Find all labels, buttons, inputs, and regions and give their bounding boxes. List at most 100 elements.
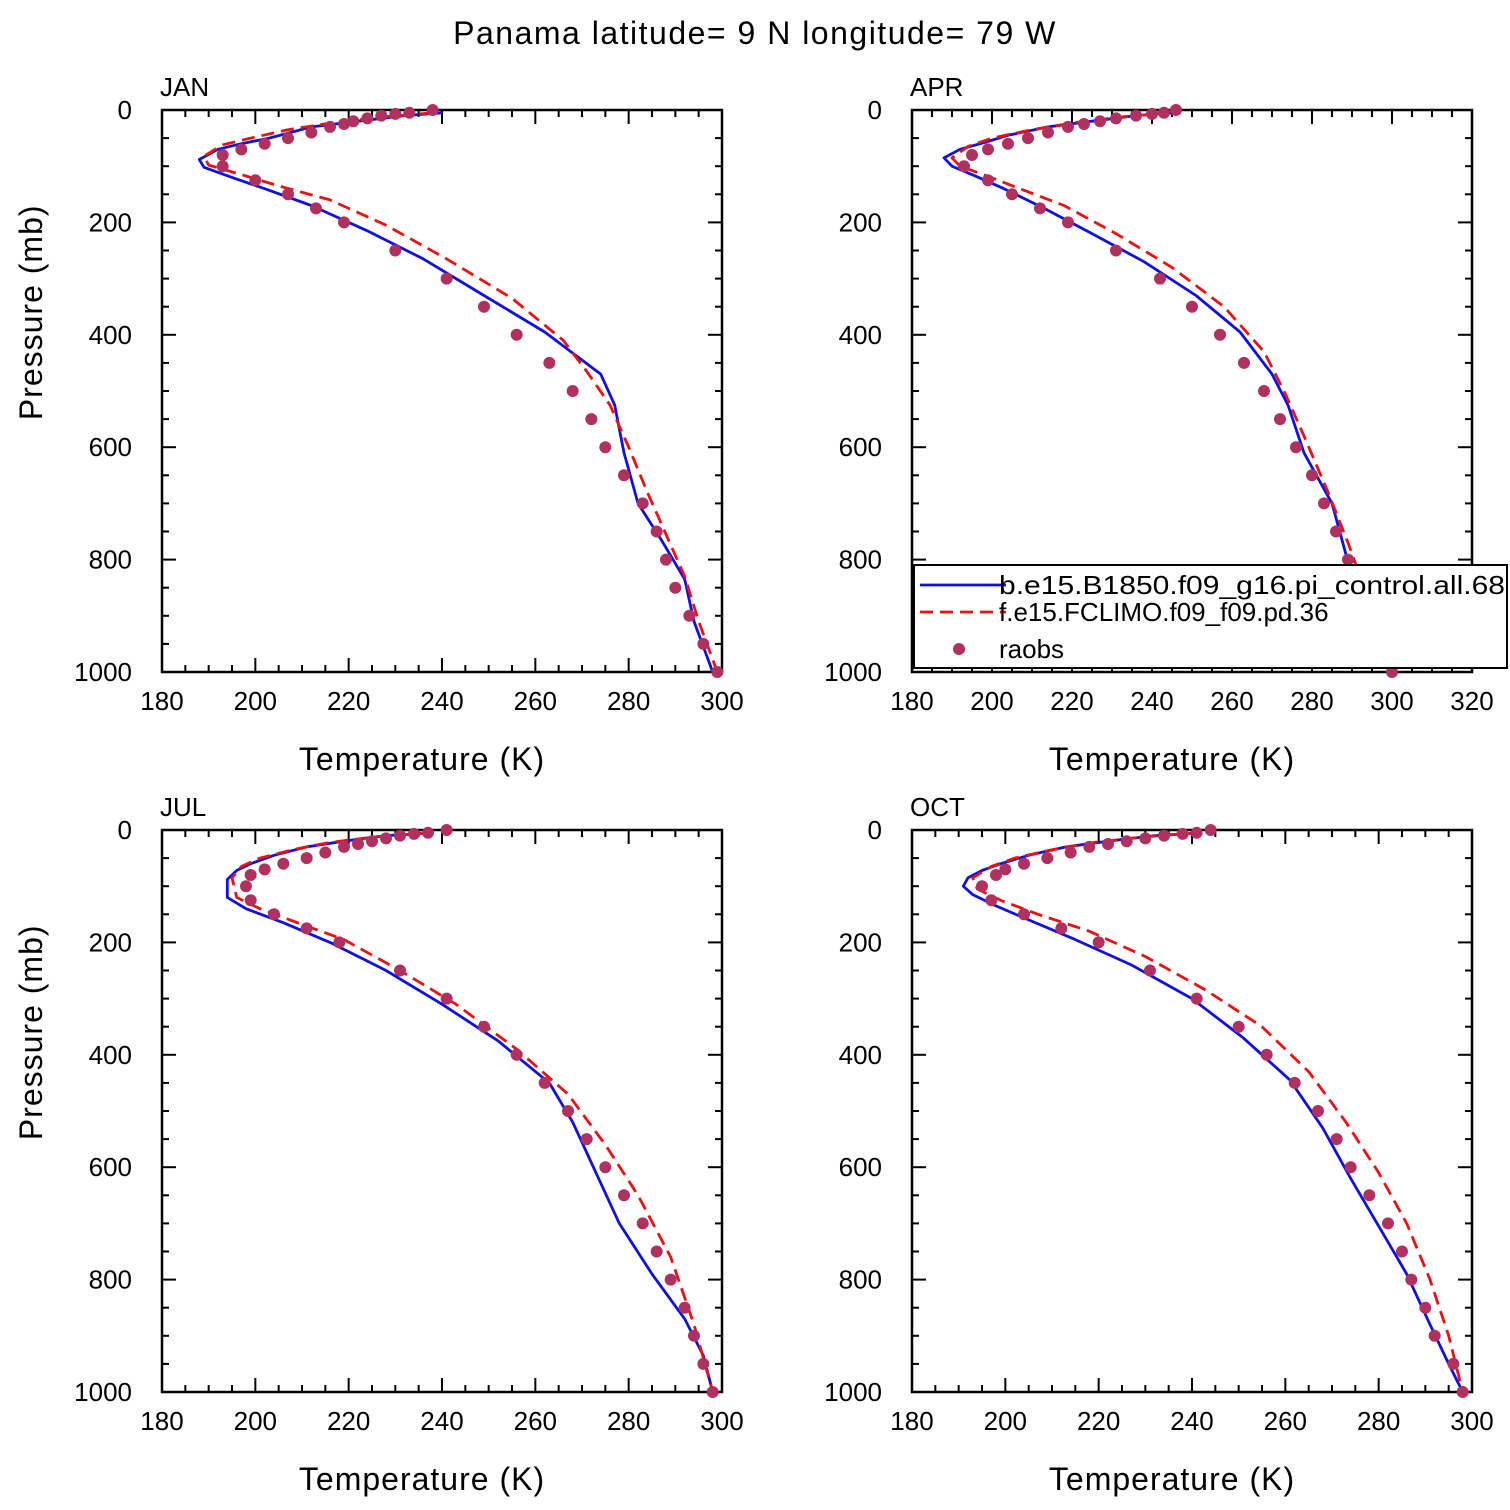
raobs-points — [240, 824, 719, 1398]
raobs-point — [1330, 1133, 1343, 1146]
raobs-point — [1083, 840, 1096, 853]
raobs-point — [958, 160, 970, 173]
x-tick-label: 220 — [1077, 1406, 1120, 1436]
raobs-point — [618, 469, 630, 482]
y-tick-label: 600 — [89, 432, 132, 462]
raobs-point — [1214, 328, 1226, 341]
raobs-point — [650, 1245, 663, 1258]
raobs-point — [510, 328, 523, 341]
x-axis-label: Temperature (K) — [1049, 1461, 1295, 1497]
raobs-point — [688, 1329, 700, 1342]
panel-month-label: JUL — [160, 792, 206, 822]
raobs-point — [1042, 126, 1054, 139]
raobs-point — [1238, 356, 1250, 369]
raobs-point — [249, 174, 262, 187]
x-tick-label: 300 — [1450, 1406, 1493, 1436]
raobs-point — [543, 356, 556, 369]
x-tick-label: 180 — [890, 686, 933, 716]
raobs-point — [300, 922, 313, 935]
raobs-point — [408, 827, 420, 840]
y-tick-label: 1000 — [824, 657, 882, 687]
y-tick-label: 800 — [839, 1265, 882, 1295]
raobs-point — [1146, 107, 1158, 120]
raobs-point — [1204, 824, 1217, 836]
y-tick-label: 0 — [868, 95, 882, 125]
x-tick-label: 300 — [1370, 686, 1413, 716]
plot-frame — [910, 828, 1474, 1394]
x-axis-label: Temperature (K) — [1049, 741, 1295, 777]
raobs-point — [562, 1105, 574, 1117]
raobs-point — [599, 1161, 612, 1174]
raobs-point — [982, 174, 994, 187]
raobs-point — [394, 829, 406, 842]
raobs-point — [235, 143, 248, 156]
raobs-point — [1318, 497, 1330, 510]
y-tick-label: 200 — [89, 927, 132, 957]
y-tick-label: 600 — [839, 1152, 882, 1182]
raobs-point — [333, 936, 346, 949]
y-tick-label: 0 — [118, 815, 132, 845]
x-tick-label: 220 — [327, 1406, 370, 1436]
panel-oct: OCT 180 200 220 240 260 280 300 0 200 400 600 800 100… — [824, 792, 1494, 1497]
raobs-point — [440, 824, 453, 836]
raobs-point — [580, 1133, 593, 1146]
raobs-point — [440, 992, 453, 1005]
raobs-point — [706, 1386, 719, 1398]
raobs-point — [650, 525, 663, 538]
x-tick-label: 280 — [607, 686, 650, 716]
raobs-point — [1102, 838, 1114, 851]
raobs-point — [366, 835, 378, 848]
y-tick-label: 400 — [839, 1040, 882, 1070]
raobs-point — [636, 497, 649, 510]
raobs-point — [1176, 827, 1189, 840]
y-tick-label: 400 — [839, 320, 882, 350]
x-tick-label: 260 — [514, 686, 557, 716]
raobs-point — [1258, 385, 1270, 397]
x-tick-label: 240 — [1170, 1406, 1213, 1436]
raobs-point — [1290, 441, 1302, 454]
panel-month-label: OCT — [910, 792, 965, 822]
y-tick-label: 800 — [839, 545, 882, 575]
raobs-point — [1428, 1329, 1441, 1342]
model-f-line — [230, 831, 715, 1393]
raobs-point — [1110, 112, 1122, 125]
raobs-point — [1396, 1245, 1408, 1258]
panel-jul: JUL 180 200 220 240 260 280 300 0 200 400 600 800 100… — [13, 792, 744, 1497]
legend-box — [913, 564, 1508, 669]
raobs-point — [697, 637, 710, 650]
x-tick-label: 200 — [984, 1406, 1027, 1436]
y-tick-label: 200 — [89, 207, 132, 237]
raobs-point — [244, 894, 257, 907]
y-tick-label: 200 — [839, 927, 882, 957]
raobs-point — [268, 908, 280, 921]
raobs-point — [1306, 469, 1318, 482]
raobs-point — [1022, 132, 1034, 145]
raobs-point — [361, 112, 374, 125]
x-tick-label: 280 — [1357, 1406, 1400, 1436]
x-tick-label: 300 — [700, 686, 743, 716]
raobs-point — [599, 441, 612, 454]
raobs-point — [683, 609, 696, 622]
model-f-line — [971, 831, 1465, 1393]
raobs-point — [1092, 936, 1105, 949]
x-tick-label: 260 — [514, 1406, 557, 1436]
x-tick-label: 180 — [890, 1406, 933, 1436]
panel-month-label: JAN — [160, 72, 209, 102]
y-tick-label: 800 — [89, 545, 132, 575]
x-tick-label: 180 — [140, 1406, 183, 1436]
raobs-point — [990, 868, 1002, 881]
raobs-point — [282, 188, 294, 201]
model-b-line — [197, 111, 715, 673]
raobs-point — [478, 1020, 490, 1033]
raobs-point — [566, 385, 579, 397]
x-tick-label: 240 — [420, 686, 463, 716]
raobs-point — [999, 863, 1012, 876]
x-tick-label: 180 — [140, 686, 183, 716]
raobs-point — [244, 868, 257, 881]
raobs-point — [1288, 1076, 1301, 1089]
raobs-point — [1094, 115, 1106, 128]
raobs-point — [300, 852, 313, 865]
raobs-points — [216, 104, 724, 678]
x-tick-label: 300 — [700, 1406, 743, 1436]
raobs-point — [1190, 992, 1203, 1005]
